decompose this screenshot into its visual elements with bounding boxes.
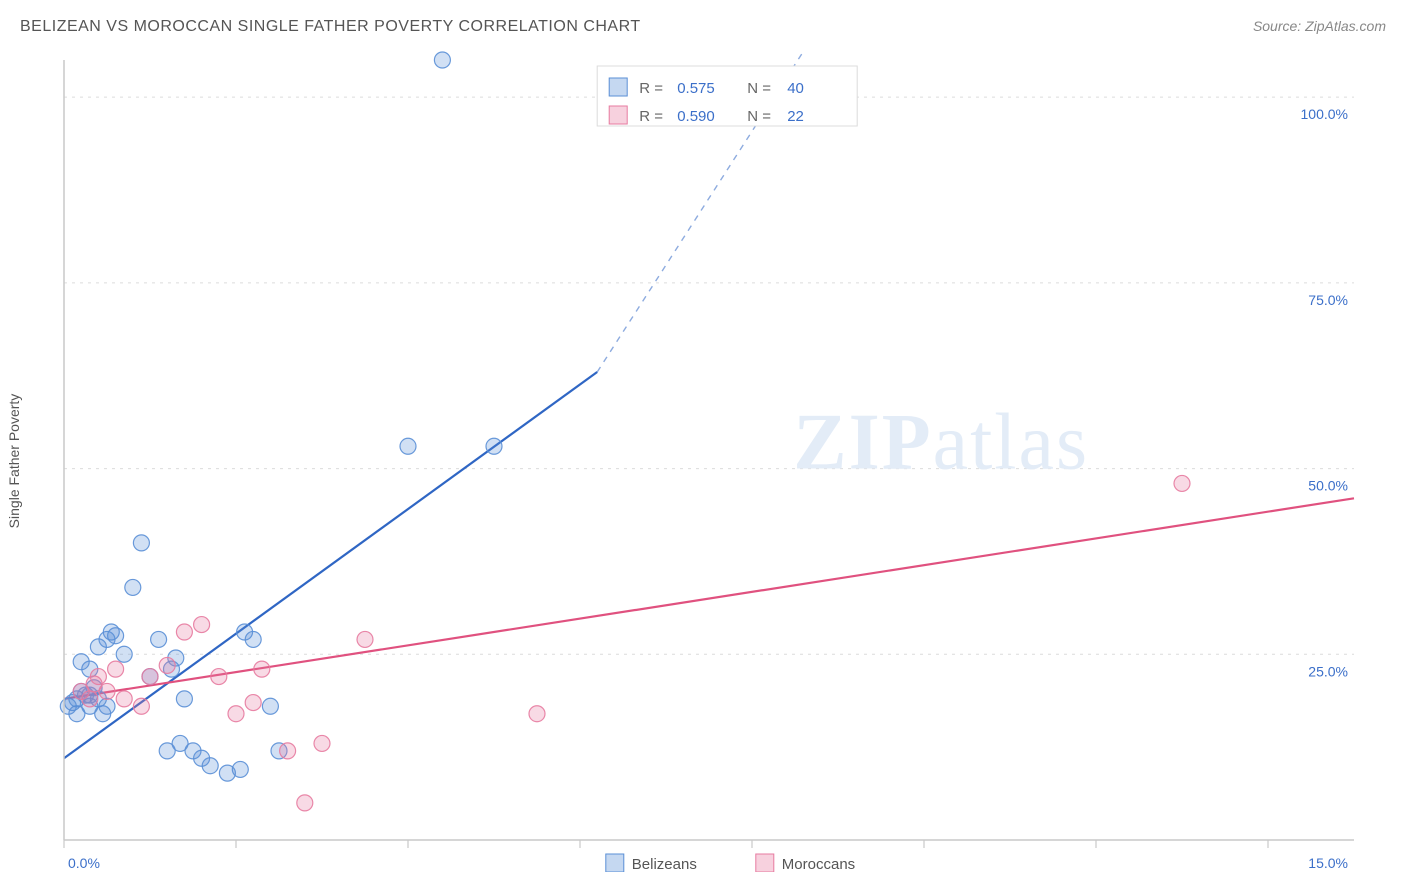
svg-text:0.0%: 0.0% xyxy=(68,855,100,871)
y-axis-label: Single Father Poverty xyxy=(6,394,22,529)
svg-text:40: 40 xyxy=(787,80,804,97)
chart-area: Single Father Poverty ZIPatlas25.0%50.0%… xyxy=(20,50,1386,872)
svg-text:Belizeans: Belizeans xyxy=(632,856,697,872)
svg-text:100.0%: 100.0% xyxy=(1301,106,1348,122)
chart-title: BELIZEAN VS MOROCCAN SINGLE FATHER POVER… xyxy=(20,18,641,36)
chart-header: BELIZEAN VS MOROCCAN SINGLE FATHER POVER… xyxy=(0,0,1406,40)
chart-source: Source: ZipAtlas.com xyxy=(1253,18,1386,34)
scatter-chart: ZIPatlas 25.0% 50.0% 75.0% 100.0% 0.0% 15.0% R … xyxy=(20,50,1386,872)
svg-text:25.0%: 25.0% xyxy=(1308,663,1348,679)
svg-text:N =: N = xyxy=(747,80,771,97)
svg-text:R =: R = xyxy=(639,108,663,125)
svg-text:22: 22 xyxy=(787,108,804,125)
svg-text:R =: R = xyxy=(639,80,663,97)
source-name: ZipAtlas.com xyxy=(1305,18,1386,34)
svg-text:15.0%: 15.0% xyxy=(1308,855,1348,871)
svg-text:ZIPatlas: ZIPatlas xyxy=(793,399,1089,487)
source-prefix: Source: xyxy=(1253,18,1305,34)
svg-text:0.575: 0.575 xyxy=(677,80,715,97)
svg-text:0.590: 0.590 xyxy=(677,108,715,125)
svg-text:50.0%: 50.0% xyxy=(1308,478,1348,494)
svg-text:Moroccans: Moroccans xyxy=(782,856,855,872)
svg-text:N =: N = xyxy=(747,108,771,125)
svg-text:75.0%: 75.0% xyxy=(1308,292,1348,308)
